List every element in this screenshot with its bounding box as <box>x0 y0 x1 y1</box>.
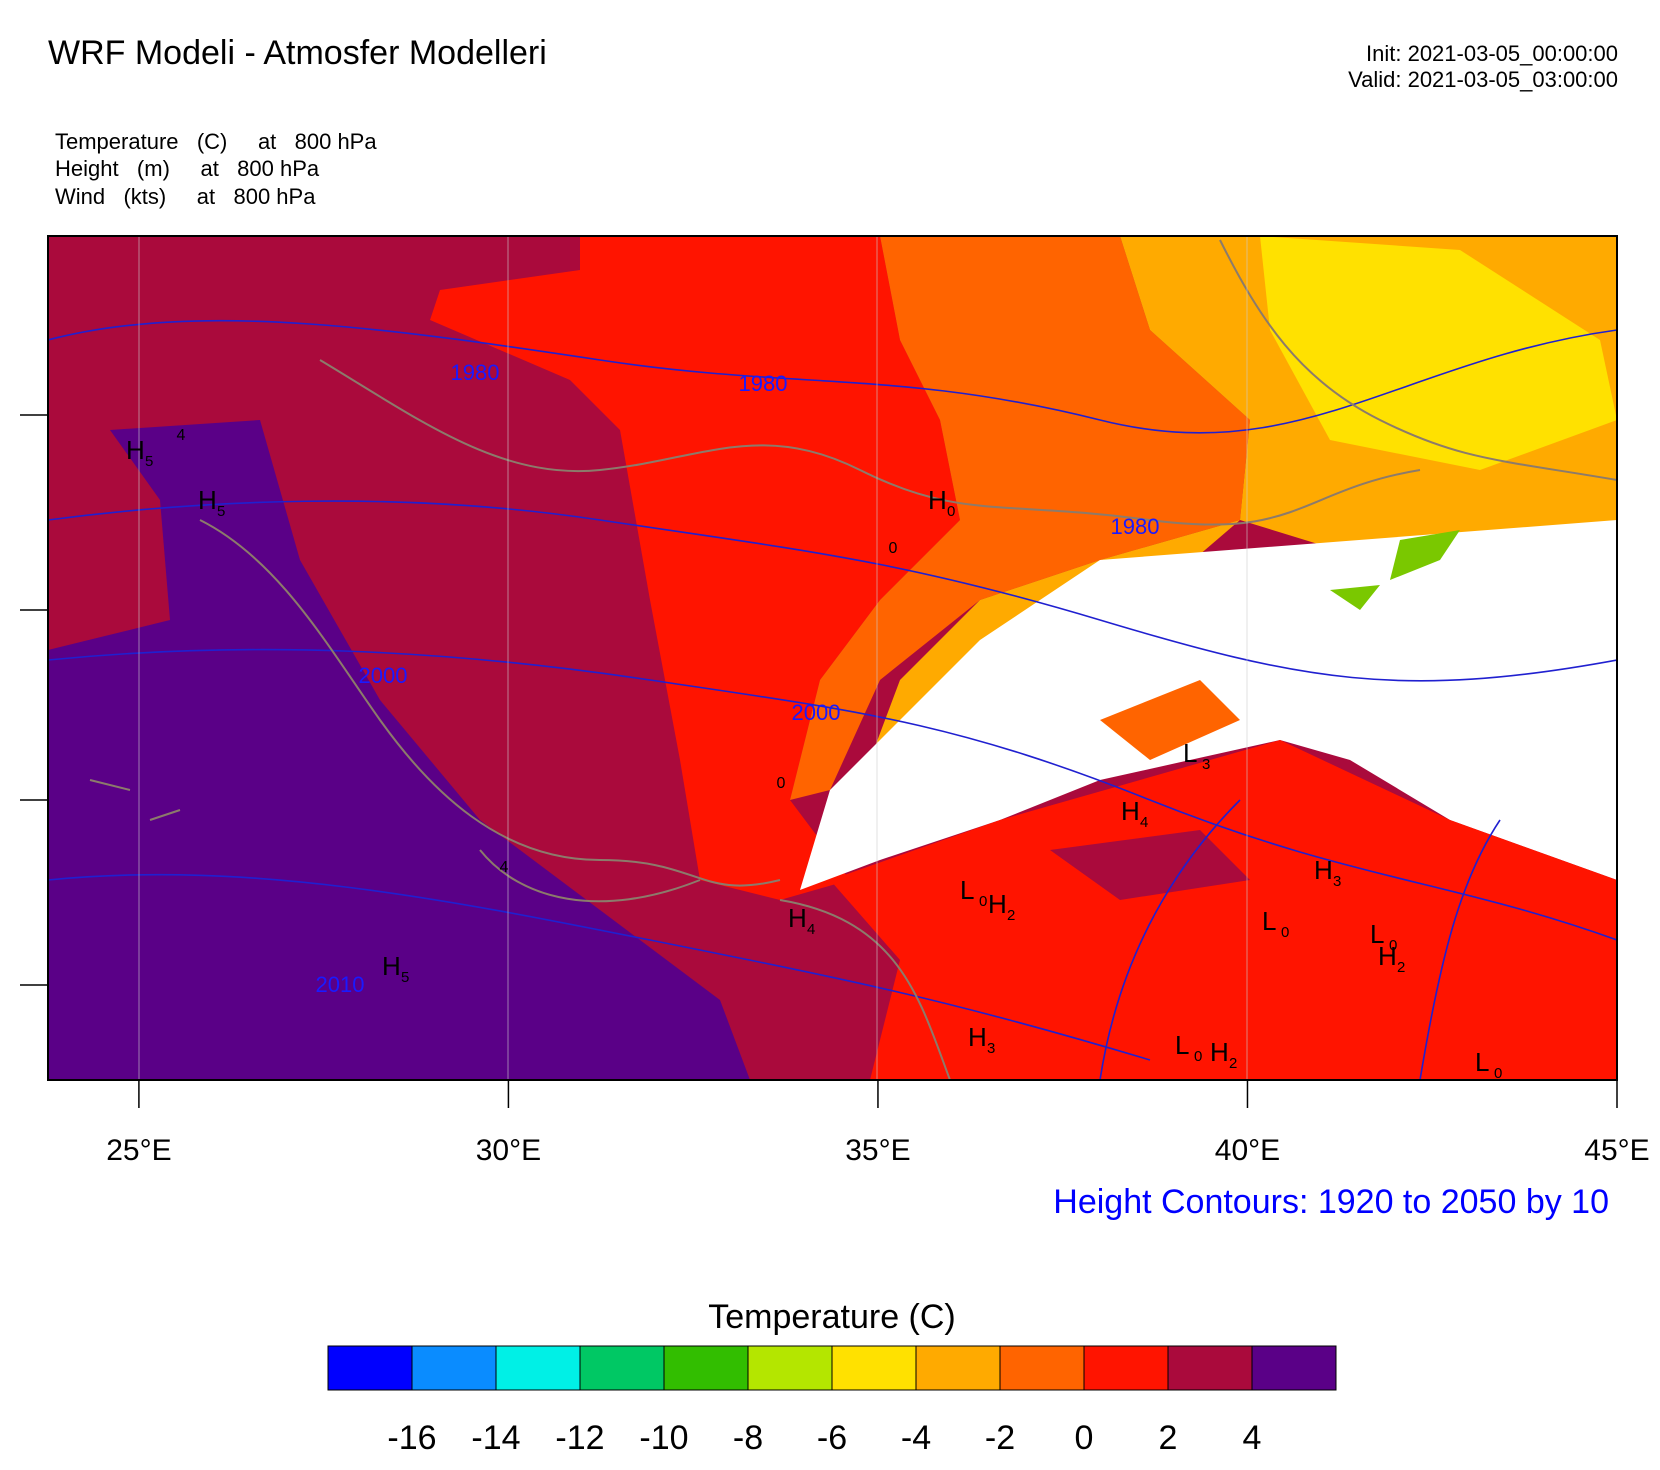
extremum-letter: L <box>1475 1047 1489 1077</box>
extremum-value: 4 <box>1140 814 1148 831</box>
x-tick-label: 45°E <box>1584 1134 1649 1167</box>
extremum-value: 0 <box>1281 924 1289 941</box>
contour-label: 2000 <box>792 700 841 725</box>
colorbar-tick-label: -10 <box>639 1419 688 1457</box>
field-label: Height (m) at 800 hPa <box>55 156 320 181</box>
extremum-value: 0 <box>1389 937 1397 954</box>
temp-region <box>1100 680 1240 760</box>
extremum-letter: L <box>1175 1030 1189 1060</box>
temp-label: 0 <box>777 775 786 792</box>
extremum-value: 3 <box>1202 756 1210 773</box>
graticule <box>138 236 1248 1080</box>
colorbar-tick-label: 2 <box>1159 1419 1178 1457</box>
colorbar-tick-label: 0 <box>1075 1419 1094 1457</box>
temp-region <box>830 740 1617 1080</box>
temp-region <box>48 420 750 1080</box>
colorbar-swatch <box>327 1345 413 1391</box>
extremum-letter: H <box>1378 941 1397 971</box>
temp-region <box>1050 830 1250 900</box>
extremum-letter: H <box>126 435 145 465</box>
extremum-letter: H <box>1121 796 1140 826</box>
contour-label: 2010 <box>316 972 365 997</box>
colorbar-swatch <box>579 1345 665 1391</box>
field-label: Temperature (C) at 800 hPa <box>55 129 377 154</box>
extremum-value: 4 <box>807 921 815 938</box>
field-label: Wind (kts) at 800 hPa <box>55 184 316 209</box>
temp-region <box>430 236 960 900</box>
map-frame <box>47 235 1618 1081</box>
colorbar-tick-label: 4 <box>1243 1419 1262 1457</box>
extremum-letter: H <box>1314 855 1333 885</box>
extremum-value: 5 <box>401 969 409 986</box>
extremum-value: 5 <box>145 453 153 470</box>
colorbar-swatch <box>495 1345 581 1391</box>
extremum-value: 3 <box>987 1040 995 1057</box>
x-tick-label: 40°E <box>1215 1134 1280 1167</box>
x-tick-label: 30°E <box>476 1134 541 1167</box>
colorbar-tick-label: -4 <box>901 1419 931 1457</box>
extremum-letter: L <box>1183 738 1197 768</box>
init-time: Init: 2021-03-05_00:00:00 <box>1366 41 1618 66</box>
colorbar-tick-label: -16 <box>387 1419 436 1457</box>
extremum-value: 2 <box>1229 1055 1237 1072</box>
extremum-value: 2 <box>1007 907 1015 924</box>
extremum-letter: H <box>928 485 947 515</box>
extremum-letter: L <box>1262 906 1276 936</box>
extremum-letter: H <box>788 903 807 933</box>
map-field <box>48 236 1617 1080</box>
extremum-value: 0 <box>1194 1048 1202 1065</box>
colorbar-swatch <box>663 1345 749 1391</box>
extremum-value: 3 <box>1333 873 1341 890</box>
extremum-value: 0 <box>979 893 987 910</box>
contour-label: 1980 <box>739 371 788 396</box>
x-tick-label: 35°E <box>845 1134 910 1167</box>
contour-label: 1980 <box>451 360 500 385</box>
extremum-value: 0 <box>947 503 955 520</box>
colorbar-tick-label: -8 <box>733 1419 763 1457</box>
extremum-letter: H <box>1210 1037 1229 1067</box>
extremum-letter: H <box>968 1022 987 1052</box>
colorbar-swatch <box>831 1345 917 1391</box>
extremum-value: 5 <box>217 503 225 520</box>
temp-label: 0 <box>889 540 898 557</box>
extremum-letter: L <box>960 875 974 905</box>
colorbar-swatch <box>1251 1345 1337 1391</box>
colorbar-swatch <box>915 1345 1001 1391</box>
x-tick-label: 25°E <box>106 1134 171 1167</box>
colorbar-tick-label: -2 <box>985 1419 1015 1457</box>
temp-label: 4 <box>177 427 186 444</box>
height-contours <box>48 319 1617 1080</box>
extremum-letter: H <box>382 951 401 981</box>
title: WRF Modeli - Atmosfer Modelleri <box>48 34 547 72</box>
extremum-letter: L <box>1370 919 1384 949</box>
colorbar-tick-label: -14 <box>471 1419 520 1457</box>
valid-time: Valid: 2021-03-05_03:00:00 <box>1348 67 1618 92</box>
colorbar-swatch <box>411 1345 497 1391</box>
contour-label: 2000 <box>359 663 408 688</box>
temp-label: 4 <box>500 859 509 876</box>
contour-label: 1980 <box>1111 514 1160 539</box>
colorbar-swatch <box>999 1345 1085 1391</box>
colorbar-swatch <box>1083 1345 1169 1391</box>
colorbar-swatch <box>1167 1345 1253 1391</box>
temp-region <box>1260 236 1617 470</box>
extremum-letter: H <box>198 485 217 515</box>
extremum-value: 2 <box>1397 959 1405 976</box>
colorbar-tick-label: -6 <box>817 1419 847 1457</box>
colorbar-swatch <box>747 1345 833 1391</box>
colorbar-title: Temperature (C) <box>708 1298 956 1336</box>
contour-note: Height Contours: 1920 to 2050 by 10 <box>1053 1183 1609 1221</box>
colorbar-tick-label: -12 <box>555 1419 604 1457</box>
extremum-value: 0 <box>1494 1065 1502 1082</box>
temp-region <box>1330 530 1460 610</box>
extremum-letter: H <box>988 889 1007 919</box>
temp-region <box>790 236 1250 800</box>
lat-ticks <box>20 414 48 986</box>
